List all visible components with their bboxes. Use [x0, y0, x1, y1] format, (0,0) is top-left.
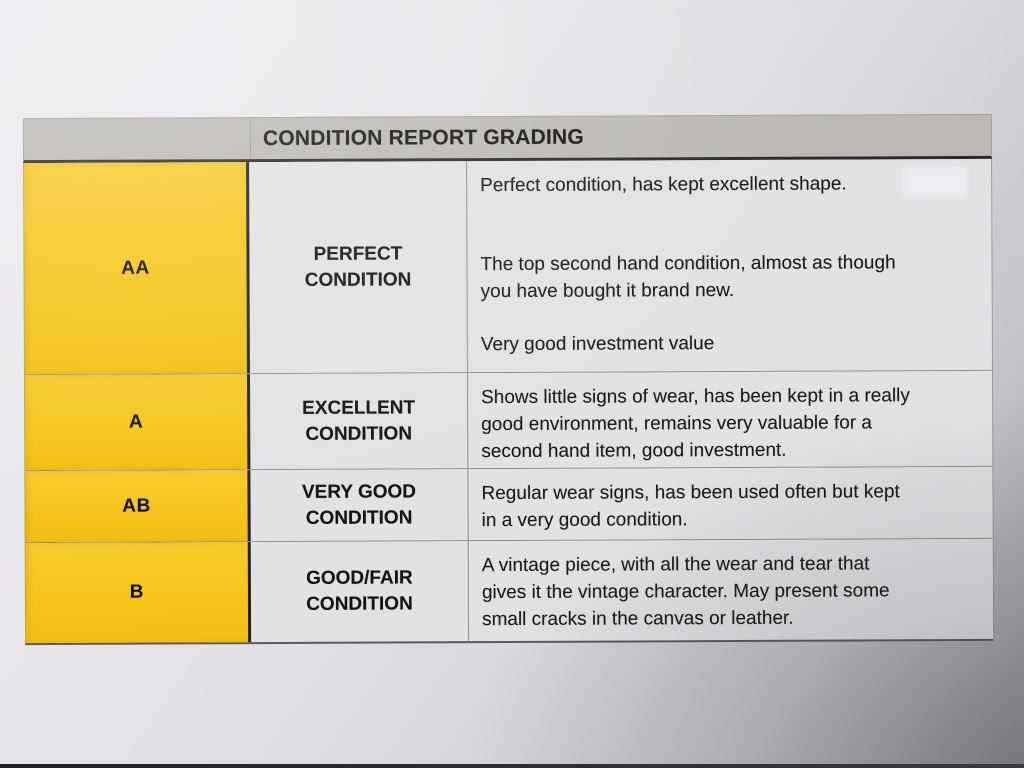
- description-paragraph: A vintage piece, with all the wear and t…: [481, 553, 890, 631]
- table-row-aa: AA PERFECT CONDITION Perfect condition, …: [23, 158, 992, 376]
- table-header: CONDITION REPORT GRADING: [22, 113, 993, 164]
- grading-table: CONDITION REPORT GRADING AA PERFECT COND…: [22, 113, 995, 646]
- grade-label: AB: [122, 495, 151, 517]
- grade-cell: B: [24, 542, 252, 644]
- grade-label: AA: [121, 257, 150, 279]
- photo-bottom-edge: [0, 764, 1024, 768]
- condition-cell: EXCELLENT CONDITION: [249, 373, 469, 470]
- whiteout-mark: [903, 166, 968, 198]
- condition-label: VERY GOOD CONDITION: [301, 480, 417, 529]
- condition-label: EXCELLENT CONDITION: [302, 396, 416, 445]
- description-paragraph: Shows little signs of wear, has been kep…: [481, 385, 910, 463]
- description-paragraph: Very good investment value: [480, 333, 715, 356]
- description-paragraph: Regular wear signs, has been used often …: [481, 481, 900, 532]
- description-paragraph: The top second hand condition, almost as…: [480, 252, 896, 303]
- table-title: CONDITION REPORT GRADING: [262, 125, 584, 150]
- table-row-a: A EXCELLENT CONDITION Shows little signs…: [23, 370, 993, 472]
- table-row-ab: AB VERY GOOD CONDITION Regular wear sign…: [24, 466, 993, 544]
- description-cell: Shows little signs of wear, has been kep…: [468, 371, 992, 468]
- grade-label: A: [128, 411, 144, 433]
- description-cell: A vintage piece, with all the wear and t…: [469, 539, 993, 641]
- header-title-cell: CONDITION REPORT GRADING: [251, 115, 991, 159]
- grade-cell: AB: [24, 470, 251, 543]
- condition-cell: GOOD/FAIR CONDITION: [250, 541, 470, 643]
- grade-label: B: [129, 581, 145, 603]
- header-grade-cell: [23, 118, 252, 161]
- condition-label: GOOD/FAIR CONDITION: [306, 567, 413, 615]
- condition-cell: PERFECT CONDITION: [249, 161, 468, 374]
- condition-cell: VERY GOOD CONDITION: [250, 469, 469, 542]
- description-cell: Perfect condition, has kept excellent sh…: [467, 159, 992, 372]
- grade-cell: A: [23, 374, 251, 471]
- description-paragraph: Perfect condition, has kept excellent sh…: [480, 173, 847, 197]
- grade-cell: AA: [23, 162, 250, 375]
- condition-label: PERFECT CONDITION: [304, 242, 412, 291]
- description-cell: Regular wear signs, has been used often …: [468, 467, 992, 540]
- table-row-b: B GOOD/FAIR CONDITION A vintage piece, w…: [24, 538, 994, 646]
- table-body: AA PERFECT CONDITION Perfect condition, …: [23, 158, 995, 646]
